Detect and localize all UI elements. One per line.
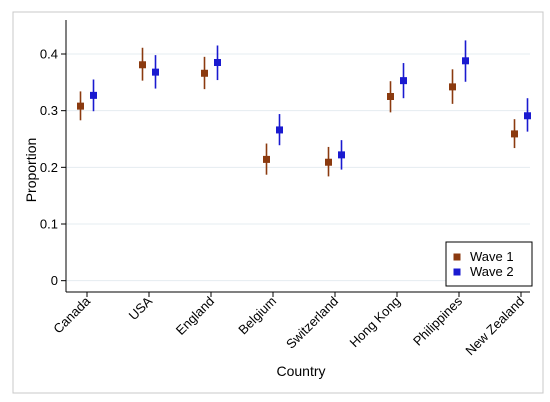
legend-label-wave-2: Wave 2	[470, 264, 514, 279]
legend-marker-wave-1	[453, 253, 461, 261]
y-tick-label: 0.2	[40, 160, 58, 175]
x-axis-title: Country	[276, 363, 325, 379]
data-point	[77, 102, 84, 110]
data-point	[524, 112, 531, 120]
data-point	[139, 61, 146, 69]
legend: Wave 1 Wave 2	[445, 241, 533, 287]
data-point	[276, 126, 283, 134]
y-tick-label: 0.4	[40, 47, 58, 62]
data-point	[462, 57, 469, 65]
legend-marker-wave-2	[453, 268, 461, 276]
data-point	[400, 77, 407, 85]
data-point	[338, 151, 345, 159]
data-point	[90, 91, 97, 99]
y-tick-label: 0.1	[40, 217, 58, 232]
plot-frame	[12, 11, 544, 394]
data-point	[201, 69, 208, 77]
y-axis-ticks: 0 0.1 0.2 0.3 0.4	[40, 47, 66, 288]
y-axis-title: Proportion	[23, 138, 39, 203]
data-point	[511, 130, 518, 138]
axes	[65, 20, 530, 293]
legend-box	[445, 241, 533, 287]
data-marks	[77, 40, 531, 177]
data-point	[214, 59, 221, 66]
data-point	[449, 83, 456, 91]
y-tick-label: 0.3	[40, 103, 58, 118]
data-point	[152, 68, 159, 76]
data-point	[263, 155, 270, 163]
legend-label-wave-1: Wave 1	[470, 249, 514, 264]
y-tick-label: 0	[51, 273, 58, 288]
data-point	[387, 93, 394, 100]
data-point	[325, 158, 332, 166]
